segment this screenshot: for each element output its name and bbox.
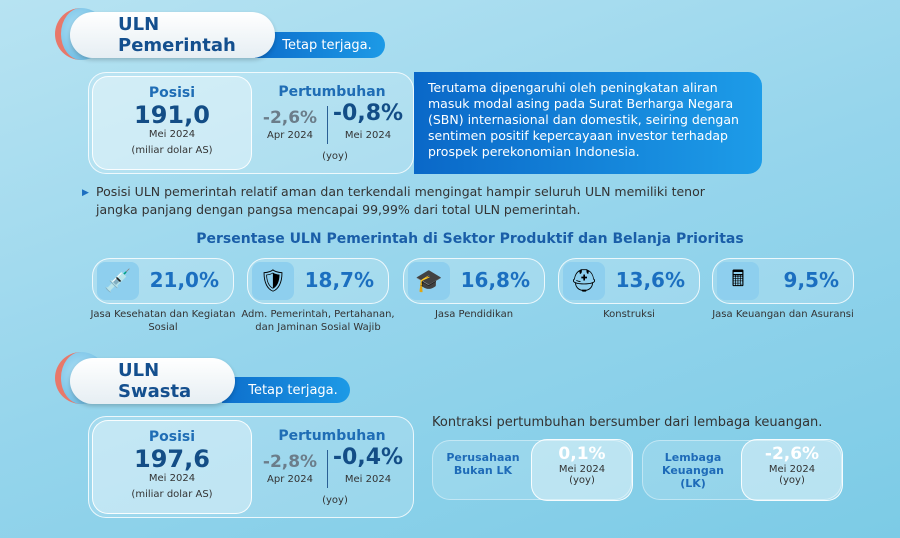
shield-icon: 🛡 bbox=[252, 262, 294, 300]
hard-hat-icon: ⛑ bbox=[563, 262, 605, 300]
growth-prev-date: Apr 2024 bbox=[267, 130, 313, 141]
breakdown-label: Perusahaan Bukan LK bbox=[446, 451, 520, 477]
breakdown-value-box: 0,1% Mei 2024 (yoy) bbox=[531, 439, 633, 501]
breakdown-value: -2,6% bbox=[764, 444, 820, 464]
swasta-title: ULN Swasta bbox=[70, 358, 235, 404]
pemerintah-tag: Tetap terjaga. bbox=[255, 32, 385, 58]
swasta-posisi-card: Posisi 197,6 Mei 2024 (miliar dolar AS) bbox=[92, 420, 252, 514]
sector-value: 21,0% bbox=[149, 268, 219, 292]
breakdown-value: 0,1% bbox=[558, 444, 606, 464]
sector-card: 💉 21,0% bbox=[92, 258, 234, 304]
sector-card: ⛑ 13,6% bbox=[558, 258, 700, 304]
explanation-box: Terutama dipengaruhi oleh peningkatan al… bbox=[414, 72, 762, 174]
sector-label: Jasa Keuangan dan Asuransi bbox=[712, 309, 854, 320]
breakdown-card-nonlk: Perusahaan Bukan LK 0,1% Mei 2024 (yoy) bbox=[432, 439, 633, 501]
growth-prev: -2,8% bbox=[262, 452, 318, 472]
sector-value: 13,6% bbox=[615, 268, 685, 292]
growth-note: (yoy) bbox=[322, 151, 348, 162]
sectors-title: Persentase ULN Pemerintah di Sektor Prod… bbox=[196, 231, 744, 247]
growth-cur-date: Mei 2024 bbox=[344, 474, 392, 485]
divider bbox=[327, 106, 328, 144]
growth-cur-date: Mei 2024 bbox=[344, 130, 392, 141]
posisi-date: Mei 2024 bbox=[148, 129, 196, 140]
sector-label: Adm. Pemerintah, Pertahanan, dan Jaminan… bbox=[241, 309, 395, 333]
growth-label: Pertumbuhan bbox=[278, 84, 386, 100]
swasta-tag: Tetap terjaga. bbox=[222, 377, 350, 403]
breakdown-card-lk: Lembaga Keuangan (LK) -2,6% Mei 2024 (yo… bbox=[642, 439, 843, 501]
breakdown-note: (yoy) bbox=[569, 475, 595, 486]
divider bbox=[327, 450, 328, 488]
sector-label: Jasa Kesehatan dan Kegiatan Sosial bbox=[90, 309, 236, 333]
sector-label: Konstruksi bbox=[603, 309, 655, 320]
breakdown-date: Mei 2024 bbox=[768, 464, 816, 475]
breakdown-note: (yoy) bbox=[779, 475, 805, 486]
sector-value: 16,8% bbox=[460, 268, 530, 292]
posisi-label: Posisi bbox=[148, 429, 196, 445]
calculator-icon: 🖩 bbox=[717, 262, 759, 300]
sector-value: 18,7% bbox=[304, 268, 374, 292]
breakdown-date: Mei 2024 bbox=[558, 464, 606, 475]
posisi-date: Mei 2024 bbox=[148, 473, 196, 484]
contraction-text: Kontraksi pertumbuhan bersumber dari lem… bbox=[432, 415, 823, 430]
posisi-value: 191,0 bbox=[134, 101, 210, 129]
growth-note: (yoy) bbox=[322, 495, 348, 506]
graduation-cap-icon: 🎓 bbox=[408, 262, 450, 300]
posisi-value: 197,6 bbox=[134, 445, 210, 473]
posisi-unit: (miliar dolar AS) bbox=[131, 489, 213, 500]
growth-prev: -2,6% bbox=[262, 108, 318, 128]
pemerintah-bullet: Posisi ULN pemerintah relatif aman dan t… bbox=[96, 184, 705, 217]
growth-prev-date: Apr 2024 bbox=[267, 474, 313, 485]
sector-card: 🎓 16,8% bbox=[403, 258, 545, 304]
sector-value: 9,5% bbox=[783, 268, 839, 292]
growth-label: Pertumbuhan bbox=[278, 428, 386, 444]
syringe-icon: 💉 bbox=[97, 262, 139, 300]
bullet-icon: ▶ bbox=[82, 188, 89, 198]
growth-cur: -0,8% bbox=[332, 101, 404, 126]
breakdown-label: Lembaga Keuangan (LK) bbox=[661, 451, 724, 490]
posisi-unit: (miliar dolar AS) bbox=[131, 145, 213, 156]
pemerintah-posisi-card: Posisi 191,0 Mei 2024 (miliar dolar AS) bbox=[92, 76, 252, 170]
sector-card: 🖩 9,5% bbox=[712, 258, 854, 304]
pemerintah-title: ULN Pemerintah bbox=[70, 12, 275, 58]
growth-cur: -0,4% bbox=[332, 445, 404, 470]
sector-card: 🛡 18,7% bbox=[247, 258, 389, 304]
posisi-label: Posisi bbox=[148, 85, 196, 101]
breakdown-value-box: -2,6% Mei 2024 (yoy) bbox=[741, 439, 843, 501]
sector-label: Jasa Pendidikan bbox=[434, 309, 514, 320]
